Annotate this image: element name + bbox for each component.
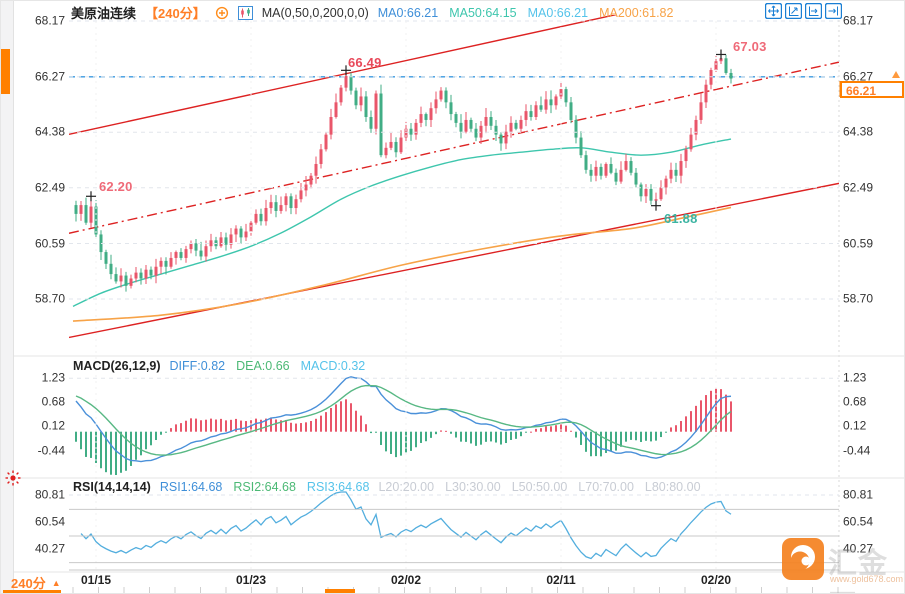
left-sidebar[interactable]	[1, 1, 14, 593]
fit-both-axes-icon[interactable]	[784, 2, 803, 20]
watermark-name: 汇金网	[828, 548, 889, 593]
rsi-tick-label: 80.81	[34, 487, 65, 502]
price-tick-label: 64.38	[34, 124, 65, 139]
candlestick-chart-icon[interactable]	[237, 5, 253, 20]
value-label: L70:70.00	[578, 480, 634, 494]
rsi-tick-label: 60.54	[34, 514, 65, 529]
current-price-box: 66.21	[840, 81, 904, 98]
rsi-tick-label: 60.54	[843, 514, 874, 529]
period-tab-label: 240分	[11, 576, 46, 591]
rsi-title: RSI(14,14,14)	[73, 480, 151, 494]
ma-values: MA0:66.21 MA50:64.15 MA0:66.21 MA200:61.82	[378, 6, 674, 20]
value-label: L50:50.00	[511, 480, 568, 494]
price-tick-label: 58.70	[843, 291, 874, 306]
value-label: DEA:0.66	[236, 359, 290, 373]
price-tick-label: 68.17	[843, 13, 874, 28]
price-annotation: 62.20	[99, 179, 133, 195]
macd-tick-label: 0.68	[843, 394, 867, 409]
date-tick-label: 01/23	[235, 573, 267, 587]
price-tick-label: 60.59	[843, 236, 874, 251]
chevron-up-icon: ▲	[51, 577, 61, 588]
macd-values: DIFF:0.82 DEA:0.66 MACD:0.32	[170, 359, 366, 373]
price-tick-label: 62.49	[843, 180, 874, 195]
pan-icon[interactable]	[764, 2, 783, 20]
price-tick-label: 60.59	[34, 236, 65, 251]
value-label: MA200:61.82	[599, 5, 674, 20]
fit-x-axis-icon[interactable]	[804, 2, 823, 20]
date-tick-label: 01/15	[80, 573, 112, 587]
macd-tick-label: 1.23	[41, 370, 65, 385]
macd-tick-label: 1.23	[843, 370, 867, 385]
macd-tick-label: -0.44	[37, 443, 65, 458]
period-label: 【240分】	[145, 6, 206, 21]
price-annotation: 61.88	[664, 210, 698, 226]
period-tab-underline	[3, 590, 61, 593]
ma-settings-label: MA(0,50,0,200,0,0)	[261, 5, 369, 20]
sun-alert-icon[interactable]	[4, 469, 22, 492]
price-alert-marker	[892, 71, 900, 78]
price-tick-label: 58.70	[34, 291, 65, 306]
price-tick-label: 62.49	[34, 180, 65, 195]
sidebar-active-indicator	[1, 49, 10, 94]
macd-tick-label: 0.68	[41, 394, 65, 409]
price-annotation: 66.49	[348, 55, 382, 71]
date-tick-label: 02/20	[700, 573, 732, 587]
macd-tick-label: 0.12	[843, 418, 867, 433]
scrollbar-thumb[interactable]	[325, 589, 355, 593]
rsi-values: RSI1:64.68 RSI2:64.68 RSI3:64.68	[160, 480, 370, 494]
rsi-level-labels: L20:20.00 L30:30.00 L50:50.00 L70:70.00 L80:…	[378, 480, 700, 494]
value-label: RSI2:64.68	[233, 480, 296, 494]
rsi-tick-label: 40.27	[843, 541, 874, 556]
macd-title: MACD(26,12,9)	[73, 359, 161, 373]
macd-header: MACD(26,12,9) DIFF:0.82 DEA:0.66 MACD:0.32	[73, 359, 365, 373]
value-label: DIFF:0.82	[169, 359, 226, 373]
rsi-tick-label: 80.81	[843, 487, 874, 502]
rsi-tick-label: 40.27	[34, 541, 65, 556]
value-label: MA0:66.21	[377, 5, 439, 20]
chart-toolbar	[764, 2, 843, 20]
price-tick-label: 68.17	[34, 13, 65, 28]
add-circle-icon[interactable]	[215, 6, 229, 20]
price-tick-label: 66.27	[843, 69, 874, 84]
value-label: L80:80.00	[644, 480, 701, 494]
value-label: RSI3:64.68	[306, 480, 370, 494]
value-label: L20:20.00	[378, 480, 435, 494]
watermark-logo-icon	[782, 538, 824, 580]
value-label: L30:30.00	[445, 480, 501, 494]
price-tick-label: 66.27	[34, 69, 65, 84]
macd-tick-label: -0.44	[843, 443, 871, 458]
symbol-title: 美原油连续	[71, 6, 137, 21]
date-tick-label: 02/02	[390, 573, 422, 587]
period-tab[interactable]: 240分 ▲	[11, 573, 61, 592]
value-label: MA50:64.15	[449, 5, 517, 20]
shift-right-icon[interactable]	[824, 2, 843, 20]
watermark-url: www.gold678.com	[830, 574, 904, 584]
value-label: MA0:66.21	[527, 5, 589, 20]
main-header: 美原油连续 【240分】 MA(0,50,0,200,0,0) MA0:66.2…	[71, 3, 673, 22]
date-tick-label: 02/11	[546, 573, 576, 587]
price-tick-label: 64.38	[843, 124, 874, 139]
value-label: MACD:0.32	[300, 359, 366, 373]
macd-tick-label: 0.12	[41, 418, 65, 433]
value-label: RSI1:64.68	[159, 480, 223, 494]
price-annotation: 67.03	[733, 39, 767, 55]
rsi-header: RSI(14,14,14) RSI1:64.68 RSI2:64.68 RSI3:6…	[73, 480, 701, 494]
